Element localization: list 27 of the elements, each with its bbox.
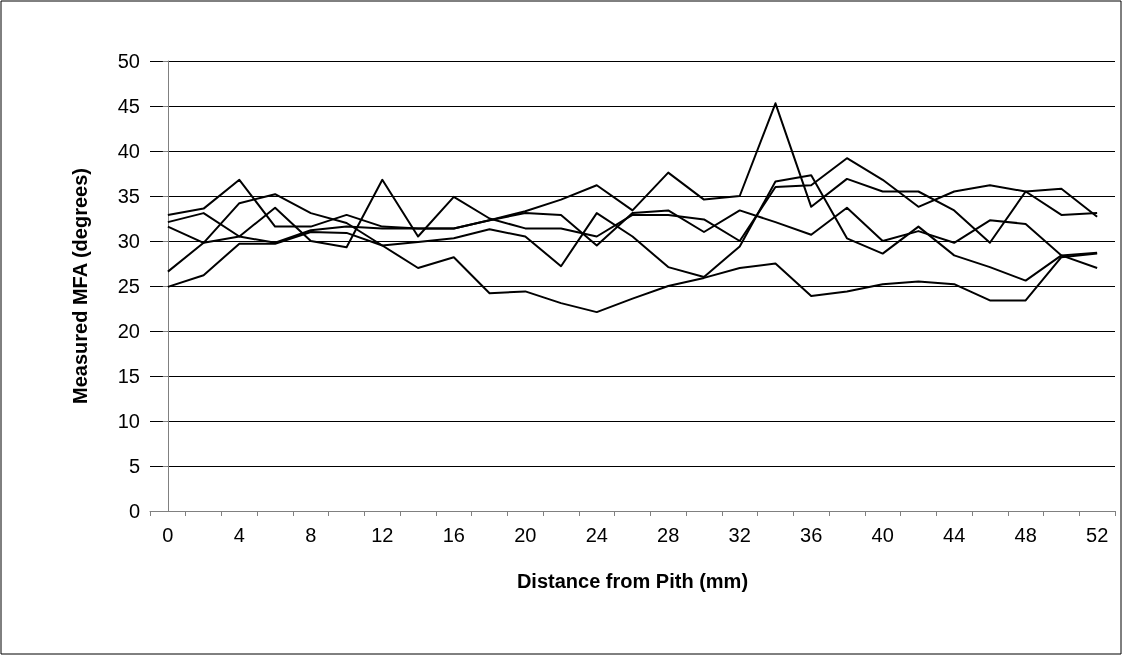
x-axis-title: Distance from Pith (mm): [516, 570, 749, 592]
y-tick-label: 20: [117, 320, 140, 342]
y-tick-label: 15: [117, 365, 140, 387]
x-tick-label: 36: [800, 524, 823, 546]
x-tick-label: 20: [514, 524, 537, 546]
x-tick-label: 16: [442, 524, 465, 546]
y-tick-label: 50: [117, 50, 140, 72]
y-tick-label: 40: [117, 140, 140, 162]
x-tick-label: 48: [1014, 524, 1037, 546]
x-tick-label: 0: [162, 524, 174, 546]
y-tick-label: 10: [117, 410, 140, 432]
y-tick-label: 45: [117, 95, 140, 117]
x-tick-label: 24: [585, 524, 608, 546]
y-tick-label: 5: [128, 455, 140, 477]
x-tick-label: 40: [871, 524, 894, 546]
x-tick-label: 8: [305, 524, 317, 546]
x-tick-label: 12: [371, 524, 394, 546]
x-tick-label: 4: [233, 524, 245, 546]
y-tick-label: 30: [117, 230, 140, 252]
y-tick-label: 0: [128, 500, 140, 522]
x-tick-label: 28: [657, 524, 680, 546]
y-axis-title: Measured MFA (degrees): [69, 168, 91, 404]
y-tick-label: 35: [117, 185, 140, 207]
x-tick-label: 32: [728, 524, 751, 546]
x-tick-label: 44: [943, 524, 966, 546]
y-tick-label: 25: [117, 275, 140, 297]
x-tick-label: 52: [1086, 524, 1109, 546]
